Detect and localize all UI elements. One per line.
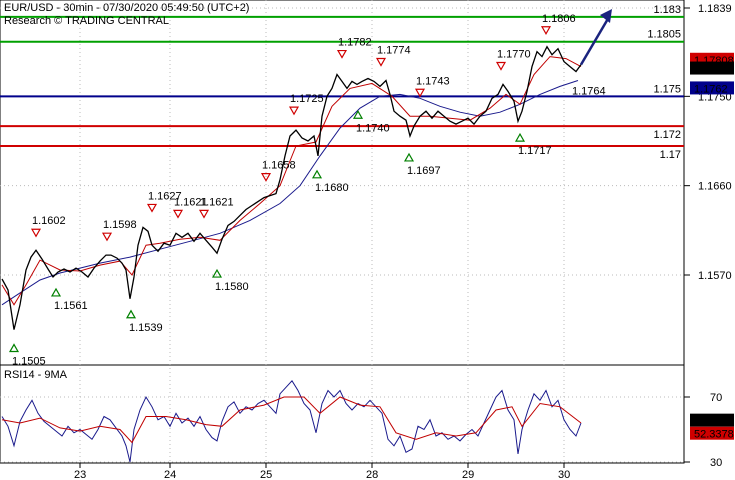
rsi-badge: [690, 413, 734, 427]
level-label: 1.175: [653, 83, 681, 95]
projection-arrow: [579, 16, 611, 66]
swing-low-label: 1.1505: [12, 356, 46, 368]
y-tick-label: 1.1839: [698, 3, 732, 15]
swing-high-marker: [495, 61, 507, 71]
rsi-badge-label: 53.6001: [694, 416, 734, 428]
rsi-series: [1, 379, 582, 463]
swing-low-marker: [311, 169, 323, 179]
y-tick-label: 1.1570: [698, 270, 732, 282]
swing-high-label: 1.1621: [200, 196, 234, 208]
swing-low-label: 1.1539: [129, 322, 163, 334]
swing-low-marker: [125, 309, 137, 319]
price-label: 1.1764: [572, 85, 606, 97]
swing-high-marker: [101, 232, 113, 242]
swing-low-label: 1.1740: [356, 122, 390, 134]
level-label: 1.172: [653, 129, 681, 141]
x-tick-label: 30: [558, 469, 570, 480]
swing-high-label: 1.1621: [174, 196, 208, 208]
rsi-badge: [690, 426, 734, 440]
swing-high-label: 1.1770: [497, 48, 531, 60]
swing-high-label: 1.1598: [103, 219, 137, 231]
swing-high-marker: [414, 88, 426, 98]
price-line: [1, 45, 582, 330]
swing-low-label: 1.1580: [215, 281, 249, 293]
x-tick-label: 23: [74, 469, 86, 480]
swing-low-label: 1.1561: [54, 300, 88, 312]
swing-low-marker: [514, 132, 526, 142]
swing-low-marker: [403, 152, 415, 162]
swing-low-marker: [211, 268, 223, 278]
rsi-y-tick-label: 30: [710, 457, 722, 469]
swing-high-label: 1.1774: [377, 45, 411, 57]
price-badge-label: 1.1778: [694, 64, 728, 76]
swing-low-label: 1.1697: [407, 165, 441, 177]
level-label: 1.1805: [647, 29, 681, 41]
swing-high-label: 1.1725: [290, 93, 324, 105]
projection-arrowhead: [600, 8, 612, 23]
price-badge: [690, 81, 734, 95]
price-series: [1, 8, 612, 330]
ma-slow-line: [1, 80, 579, 306]
ma-fast-line: [1, 56, 582, 306]
swing-high-label: 1.1627: [148, 190, 182, 202]
swing-high-label: 1.1782: [338, 37, 372, 49]
swing-low-label: 1.1680: [315, 182, 349, 194]
x-tick-label: 25: [260, 469, 272, 480]
swing-low-marker: [352, 110, 364, 119]
rsi-series-line: [1, 379, 582, 463]
swing-low-marker: [50, 287, 62, 297]
chart-source: Research © TRADING CENTRAL: [4, 15, 169, 27]
price-badge: [690, 61, 734, 75]
rsi-panel-frame: [0, 364, 685, 464]
rsi-series-line: [1, 396, 582, 444]
x-tick-label: 28: [366, 469, 378, 480]
swing-high-marker: [375, 57, 387, 67]
swing-high-marker: [198, 209, 210, 219]
swing-high-label: 1.1806: [542, 13, 576, 25]
swing-low-marker: [8, 343, 20, 353]
x-tick-label: 29: [462, 469, 474, 480]
swing-high-marker: [146, 203, 158, 213]
swing-high-label: 1.1743: [416, 75, 450, 87]
rsi-title: RSI14 - 9MA: [4, 369, 68, 381]
level-label: 1.183: [653, 4, 681, 16]
x-tick-label: 24: [164, 469, 176, 480]
swing-high-label: 1.1602: [32, 215, 66, 227]
swing-markers: 1.16021.15611.15051.15981.15391.16271.16…: [8, 13, 606, 368]
swing-high-marker: [30, 228, 42, 238]
y-tick-label: 1.1660: [698, 181, 732, 193]
rsi-badge-label: 52.3378: [694, 429, 734, 441]
swing-high-marker: [260, 173, 272, 182]
swing-low-label: 1.1717: [518, 145, 552, 157]
axes: 23 24 25 28 29 301.18391.17501.16601.15707030…: [74, 3, 734, 480]
swing-high-label: 1.1658: [262, 160, 296, 172]
swing-high-marker: [540, 26, 552, 35]
rsi-y-tick-label: 70: [710, 392, 722, 404]
price-badge-label: 1.1762: [694, 83, 728, 95]
swing-high-marker: [336, 49, 348, 59]
swing-high-marker: [288, 106, 300, 116]
swing-high-marker: [172, 209, 184, 219]
level-label: 1.17: [660, 149, 681, 161]
chart-title: EUR/USD - 30min - 07/30/2020 05:49:50 (U…: [4, 2, 249, 14]
